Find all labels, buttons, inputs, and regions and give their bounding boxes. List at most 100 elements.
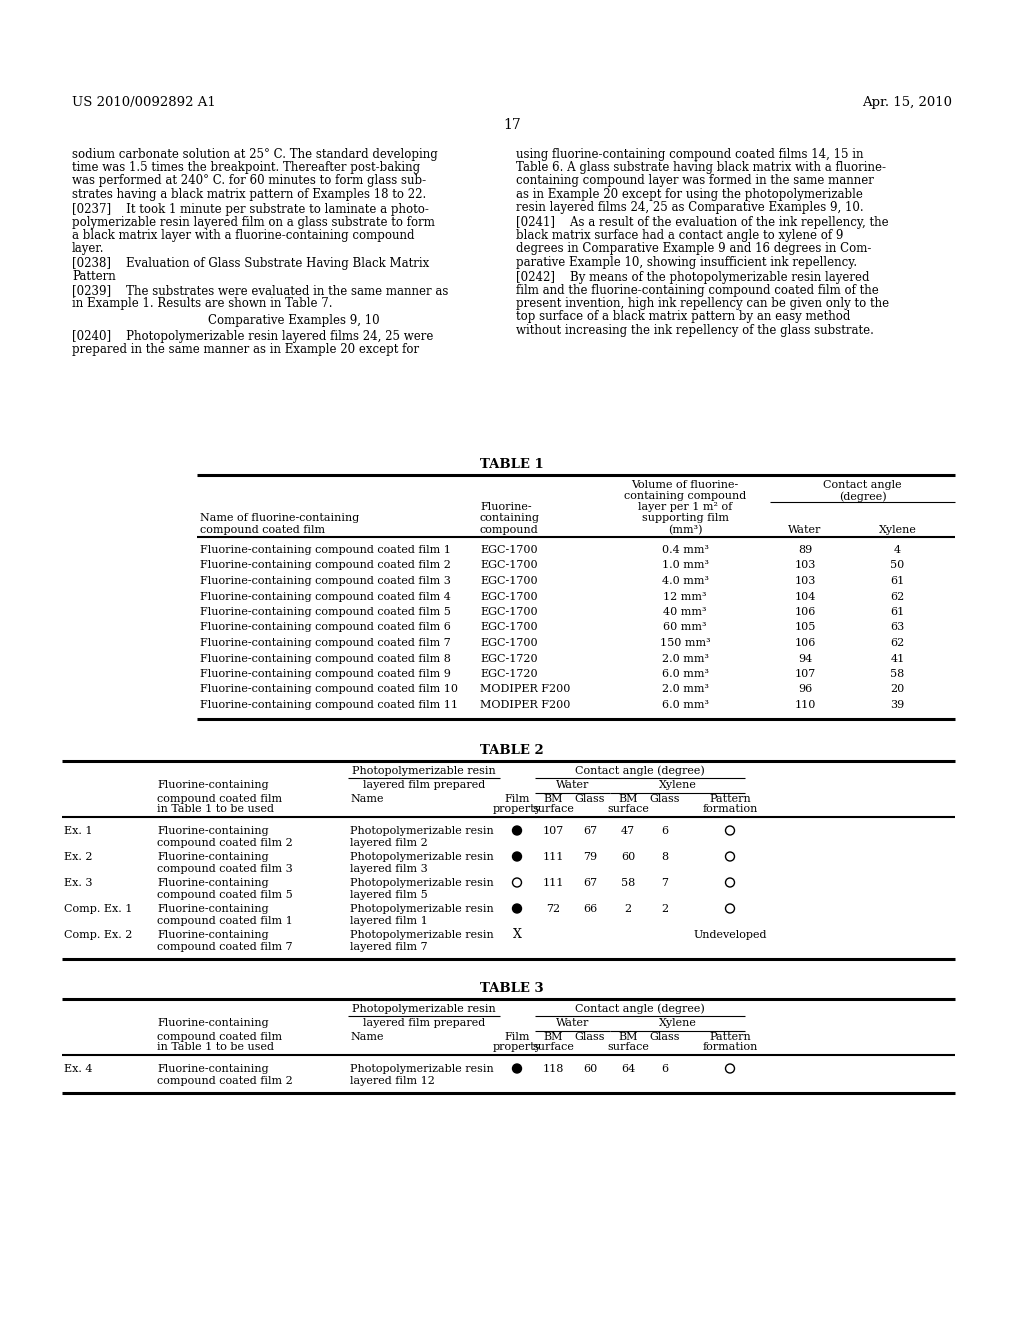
Text: Water: Water (556, 780, 589, 791)
Text: was performed at 240° C. for 60 minutes to form glass sub-: was performed at 240° C. for 60 minutes … (72, 174, 426, 187)
Text: 7: 7 (662, 878, 669, 887)
Text: 6: 6 (662, 825, 669, 836)
Text: Fluorine-containing compound coated film 10: Fluorine-containing compound coated film… (200, 685, 458, 694)
Text: degrees in Comparative Example 9 and 16 degrees in Com-: degrees in Comparative Example 9 and 16 … (516, 243, 871, 255)
Text: using fluorine-containing compound coated films 14, 15 in: using fluorine-containing compound coate… (516, 148, 863, 161)
Text: Fluorine-containing compound coated film 8: Fluorine-containing compound coated film… (200, 653, 451, 664)
Text: Fluorine-containing compound coated film 6: Fluorine-containing compound coated film… (200, 623, 451, 632)
Text: [0242]    By means of the photopolymerizable resin layered: [0242] By means of the photopolymerizabl… (516, 271, 869, 284)
Text: 60 mm³: 60 mm³ (664, 623, 707, 632)
Text: 103: 103 (795, 576, 816, 586)
Text: 12 mm³: 12 mm³ (664, 591, 707, 602)
Text: Table 6. A glass substrate having black matrix with a fluorine-: Table 6. A glass substrate having black … (516, 161, 886, 174)
Text: Ex. 3: Ex. 3 (63, 878, 92, 887)
Text: Comparative Examples 9, 10: Comparative Examples 9, 10 (208, 314, 380, 327)
Text: 6: 6 (662, 1064, 669, 1073)
Text: Glass: Glass (574, 793, 605, 804)
Circle shape (512, 1064, 521, 1073)
Text: 58: 58 (891, 669, 904, 678)
Text: containing compound: containing compound (624, 491, 746, 502)
Text: 0.4 mm³: 0.4 mm³ (662, 545, 709, 554)
Text: EGC-1700: EGC-1700 (480, 623, 538, 632)
Text: Contact angle (degree): Contact angle (degree) (575, 1003, 705, 1014)
Text: 2.0 mm³: 2.0 mm³ (662, 685, 709, 694)
Text: Fluorine-containing compound coated film 1: Fluorine-containing compound coated film… (200, 545, 451, 554)
Text: 67: 67 (583, 878, 597, 887)
Text: parative Example 10, showing insufficient ink repellency.: parative Example 10, showing insufficien… (516, 256, 857, 268)
Text: X: X (513, 928, 521, 941)
Text: layered film 1: layered film 1 (350, 916, 428, 925)
Text: in Example 1. Results are shown in Table 7.: in Example 1. Results are shown in Table… (72, 297, 333, 310)
Text: EGC-1700: EGC-1700 (480, 638, 538, 648)
Text: 110: 110 (795, 700, 816, 710)
Text: 2: 2 (662, 903, 669, 913)
Text: 64: 64 (621, 1064, 635, 1073)
Text: Fluorine-: Fluorine- (480, 502, 531, 512)
Text: 106: 106 (795, 607, 816, 616)
Text: 111: 111 (543, 851, 563, 862)
Text: 104: 104 (795, 591, 816, 602)
Text: compound coated film 5: compound coated film 5 (157, 890, 293, 899)
Text: Photopolymerizable resin: Photopolymerizable resin (352, 1003, 496, 1014)
Text: compound coated film 1: compound coated film 1 (157, 916, 293, 925)
Text: 4: 4 (894, 545, 901, 554)
Text: layer.: layer. (72, 243, 104, 255)
Text: Fluorine-containing compound coated film 7: Fluorine-containing compound coated film… (200, 638, 451, 648)
Text: Name: Name (350, 1031, 384, 1041)
Text: Glass: Glass (650, 793, 680, 804)
Text: film and the fluorine-containing compound coated film of the: film and the fluorine-containing compoun… (516, 284, 879, 297)
Text: containing: containing (480, 513, 540, 523)
Text: BM: BM (544, 793, 563, 804)
Text: Fluorine-containing compound coated film 2: Fluorine-containing compound coated film… (200, 561, 451, 570)
Text: property: property (493, 804, 542, 814)
Text: 47: 47 (621, 825, 635, 836)
Text: 20: 20 (891, 685, 904, 694)
Text: compound coated film: compound coated film (157, 1031, 283, 1041)
Text: Comp. Ex. 2: Comp. Ex. 2 (63, 929, 132, 940)
Text: BM: BM (544, 1031, 563, 1041)
Text: Film: Film (504, 1031, 529, 1041)
Text: 17: 17 (503, 117, 521, 132)
Text: layered film prepared: layered film prepared (362, 1018, 485, 1027)
Text: Photopolymerizable resin: Photopolymerizable resin (350, 825, 494, 836)
Text: 67: 67 (583, 825, 597, 836)
Text: Undeveloped: Undeveloped (693, 929, 767, 940)
Text: 111: 111 (543, 878, 563, 887)
Text: EGC-1720: EGC-1720 (480, 669, 538, 678)
Text: Fluorine-containing: Fluorine-containing (157, 1064, 268, 1073)
Text: 58: 58 (621, 878, 635, 887)
Text: in Table 1 to be used: in Table 1 to be used (157, 804, 274, 814)
Text: 103: 103 (795, 561, 816, 570)
Text: Ex. 4: Ex. 4 (63, 1064, 92, 1073)
Text: EGC-1700: EGC-1700 (480, 607, 538, 616)
Text: compound coated film 3: compound coated film 3 (157, 863, 293, 874)
Text: Photopolymerizable resin: Photopolymerizable resin (352, 766, 496, 776)
Text: layered film 5: layered film 5 (350, 890, 428, 899)
Text: top surface of a black matrix pattern by an easy method: top surface of a black matrix pattern by… (516, 310, 850, 323)
Text: Pattern: Pattern (710, 793, 751, 804)
Text: compound coated film 2: compound coated film 2 (157, 837, 293, 847)
Text: [0239]    The substrates were evaluated in the same manner as: [0239] The substrates were evaluated in … (72, 284, 449, 297)
Text: Film: Film (504, 793, 529, 804)
Text: polymerizable resin layered film on a glass substrate to form: polymerizable resin layered film on a gl… (72, 216, 435, 228)
Text: BM: BM (618, 793, 638, 804)
Text: Xylene: Xylene (879, 525, 916, 535)
Text: Fluorine-containing: Fluorine-containing (157, 825, 268, 836)
Text: time was 1.5 times the breakpoint. Thereafter post-baking: time was 1.5 times the breakpoint. There… (72, 161, 420, 174)
Text: Water: Water (788, 525, 821, 535)
Text: Fluorine-containing: Fluorine-containing (157, 878, 268, 887)
Text: present invention, high ink repellency can be given only to the: present invention, high ink repellency c… (516, 297, 889, 310)
Text: Pattern: Pattern (710, 1031, 751, 1041)
Circle shape (512, 904, 521, 913)
Text: 60: 60 (621, 851, 635, 862)
Text: Photopolymerizable resin: Photopolymerizable resin (350, 1064, 494, 1073)
Text: surface: surface (532, 1043, 573, 1052)
Text: 94: 94 (798, 653, 812, 664)
Text: Glass: Glass (574, 1031, 605, 1041)
Text: as in Example 20 except for using the photopolymerizable: as in Example 20 except for using the ph… (516, 187, 863, 201)
Text: containing compound layer was formed in the same manner: containing compound layer was formed in … (516, 174, 873, 187)
Text: 1.0 mm³: 1.0 mm³ (662, 561, 709, 570)
Text: Xylene: Xylene (658, 780, 696, 791)
Text: Comp. Ex. 1: Comp. Ex. 1 (63, 903, 132, 913)
Text: compound coated film 2: compound coated film 2 (157, 1076, 293, 1085)
